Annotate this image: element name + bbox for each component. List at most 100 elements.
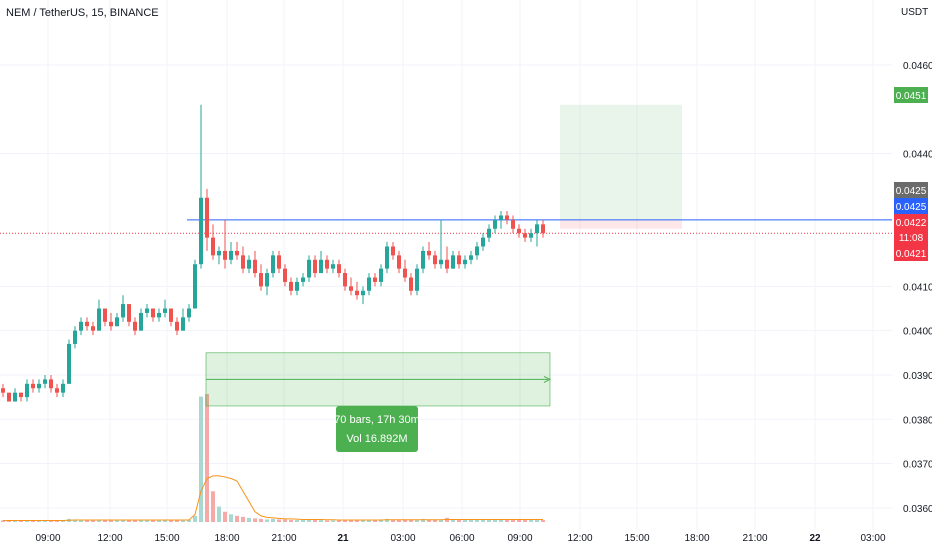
volume-bar bbox=[157, 520, 161, 522]
candle-body bbox=[91, 326, 95, 331]
candle-body bbox=[355, 290, 359, 296]
price-axis[interactable]: 0.0460 0.0440 0.0410 0.0400 0.0390 0.0380 0.03… bbox=[903, 61, 932, 515]
volume-bar bbox=[265, 519, 269, 522]
price-badge bbox=[894, 182, 928, 198]
price-badge bbox=[894, 245, 928, 261]
price-badge bbox=[894, 229, 928, 245]
volume-bar bbox=[505, 519, 509, 522]
price-badge-label: 0.0425 bbox=[896, 202, 927, 213]
volume-bar bbox=[7, 520, 11, 522]
volume-bar bbox=[181, 520, 185, 522]
volume-bar bbox=[271, 518, 275, 522]
volume-bar bbox=[421, 518, 425, 522]
candle-body bbox=[511, 219, 515, 229]
candle-body bbox=[295, 281, 299, 291]
volume-bar bbox=[511, 519, 515, 522]
price-badge-label: 0.0421 bbox=[896, 249, 927, 260]
candle-body bbox=[385, 246, 389, 269]
volume-bar bbox=[199, 396, 203, 522]
volume-bar bbox=[1, 520, 5, 522]
volume-bar bbox=[517, 519, 521, 522]
long-position-tool[interactable] bbox=[560, 104, 682, 229]
tooltip-bars-text: 70 bars, 17h 30m bbox=[334, 414, 420, 426]
volume-bar bbox=[229, 514, 233, 522]
candle-body bbox=[145, 308, 149, 313]
volume-histogram bbox=[1, 394, 545, 522]
volume-bar bbox=[223, 511, 227, 522]
candle-body bbox=[421, 250, 425, 269]
volume-bar bbox=[481, 519, 485, 522]
candle-body bbox=[409, 277, 413, 291]
candle-body bbox=[103, 308, 107, 322]
candle-body bbox=[265, 273, 269, 287]
volume-bar bbox=[289, 519, 293, 522]
candle-body bbox=[127, 304, 131, 322]
volume-bar bbox=[151, 520, 155, 522]
volume-bar bbox=[415, 519, 419, 522]
y-tick-label: 0.0410 bbox=[903, 282, 932, 293]
volume-bar bbox=[277, 519, 281, 522]
volume-bar bbox=[331, 520, 335, 522]
volume-bar bbox=[133, 519, 137, 522]
arrow-head-icon bbox=[543, 375, 552, 383]
candle-body bbox=[433, 255, 437, 265]
volume-bar bbox=[79, 519, 83, 522]
volume-bar bbox=[37, 520, 41, 522]
date-price-range-tool[interactable] bbox=[205, 352, 552, 407]
volume-bar bbox=[367, 519, 371, 522]
candle-body bbox=[235, 250, 239, 256]
x-tick-label: 09:00 bbox=[507, 533, 532, 544]
candle-body bbox=[451, 255, 455, 269]
y-tick-label: 0.0360 bbox=[903, 504, 932, 515]
candle-body bbox=[133, 321, 137, 331]
candle-body bbox=[139, 312, 143, 331]
candle-body bbox=[397, 255, 401, 269]
candle-body bbox=[247, 259, 251, 269]
y-tick-label: 0.0400 bbox=[903, 327, 932, 338]
candle-body bbox=[343, 273, 347, 287]
price-badge bbox=[894, 214, 928, 230]
volume-bar bbox=[25, 520, 29, 522]
candle-body bbox=[313, 259, 317, 274]
volume-bar bbox=[103, 519, 107, 522]
candle-body bbox=[337, 264, 341, 274]
candle-body bbox=[151, 308, 155, 318]
candle-body bbox=[331, 264, 335, 269]
candle-body bbox=[13, 392, 17, 402]
candle-body bbox=[79, 321, 83, 331]
candle-body bbox=[523, 233, 527, 238]
candle-body bbox=[163, 308, 167, 313]
volume-bar bbox=[403, 519, 407, 522]
volume-bar bbox=[259, 518, 263, 522]
candle-body bbox=[73, 330, 77, 344]
candle-body bbox=[169, 308, 173, 322]
volume-bar bbox=[61, 520, 65, 522]
candle-body bbox=[229, 250, 233, 260]
price-badge bbox=[894, 198, 928, 214]
candle-body bbox=[175, 321, 179, 331]
candle-body bbox=[499, 215, 503, 220]
x-tick-label: 21:00 bbox=[742, 533, 767, 544]
candle-body bbox=[475, 246, 479, 256]
volume-bar bbox=[349, 519, 353, 522]
candle-body bbox=[223, 250, 227, 260]
volume-bar bbox=[241, 516, 245, 522]
time-axis[interactable]: 09:00 12:00 15:00 18:00 21:00 21 03:00 06:00 09:… bbox=[35, 533, 885, 544]
volume-bar bbox=[163, 520, 167, 522]
candle-body bbox=[349, 286, 353, 291]
volume-bar bbox=[493, 518, 497, 522]
y-tick-label: 0.0440 bbox=[903, 149, 932, 160]
price-badge bbox=[894, 87, 928, 103]
price-badge-label: 11:08 bbox=[899, 233, 924, 244]
candle-body bbox=[367, 277, 371, 291]
volume-bar bbox=[217, 506, 221, 522]
candle-body bbox=[37, 383, 41, 389]
candle-body bbox=[463, 259, 467, 265]
candle-body bbox=[109, 321, 113, 327]
candle-body bbox=[121, 304, 125, 318]
candle-body bbox=[445, 259, 449, 269]
x-tick-label: 22 bbox=[809, 533, 821, 544]
symbol-title[interactable]: NEM / TetherUS, 15, BINANCE bbox=[6, 7, 159, 19]
candle-body bbox=[481, 237, 485, 247]
